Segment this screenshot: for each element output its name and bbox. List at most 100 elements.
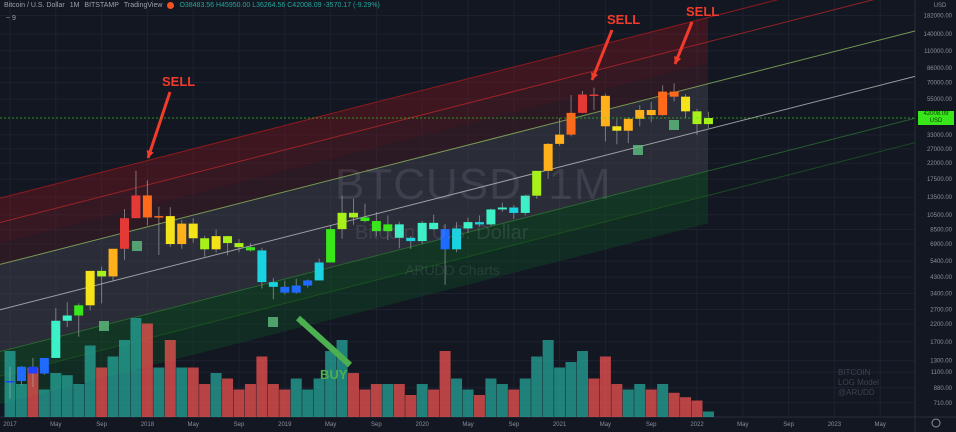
candle-body (669, 91, 679, 97)
time-tick-label: 2020 (416, 422, 430, 428)
arrow-head-icon (146, 150, 154, 158)
buy-marker-icon (633, 145, 643, 155)
volume-bar (187, 367, 199, 417)
last-price: 42008.09 (923, 111, 949, 117)
price-tick-label: 710.00 (934, 401, 953, 407)
regression-band (0, 17, 708, 223)
settings-gear-icon[interactable] (931, 418, 941, 428)
regression-line (0, 75, 916, 311)
volume-bar (279, 389, 291, 417)
volume-bar (668, 392, 680, 417)
price-tick-label: 2700.00 (930, 308, 952, 314)
branding-line: @ARUDD (838, 388, 875, 397)
volume-bar (691, 400, 703, 417)
volume-bar (531, 356, 543, 417)
volume-bar (405, 395, 417, 417)
volume-bar (336, 340, 348, 417)
volume-bar (73, 384, 85, 417)
volume-bar (416, 384, 428, 417)
last-price-tag: 42008.09 USD (918, 111, 954, 125)
price-tick-label: 1700.00 (930, 340, 952, 346)
price-tick-label: 22000.00 (927, 161, 953, 167)
candle-body (223, 236, 233, 244)
volume-bar (27, 367, 39, 417)
volume-bar (462, 389, 474, 417)
price-tick-label: 17500.00 (927, 177, 953, 183)
arrow-head-icon (674, 56, 682, 64)
candle-body (623, 118, 633, 131)
candle-body (326, 229, 336, 263)
price-tick-label: 6900.00 (930, 242, 952, 248)
candle-body (578, 94, 587, 113)
price-axis (915, 0, 956, 432)
buy-marker-icon (132, 241, 142, 251)
interval[interactable]: 1M (69, 2, 80, 9)
price-tick-label: 8500.00 (930, 228, 952, 234)
price-tick-label: 140000.00 (924, 32, 953, 38)
time-tick-label: May (325, 422, 336, 428)
price-unit: USD (929, 118, 943, 124)
candle-body (165, 216, 175, 245)
time-tick-label: May (188, 422, 199, 428)
time-tick-label: May (462, 422, 473, 428)
volume-bar (657, 384, 669, 417)
candle-body (543, 143, 553, 171)
branding-line: BITCOIN (838, 368, 871, 377)
candle-body (211, 236, 221, 250)
regression-band (0, 171, 708, 377)
volume-bar (50, 373, 62, 417)
volume-bar (496, 384, 508, 417)
volume-bar (267, 384, 279, 417)
candle-body (177, 223, 187, 245)
indicator-legend[interactable]: ~ 9 (6, 15, 16, 22)
price-tick-label: 5400.00 (930, 259, 952, 265)
volume-bar (519, 378, 531, 417)
candle-body (349, 212, 358, 218)
candle-body (188, 223, 198, 239)
candle-body (635, 110, 645, 119)
price-tick-label: 1300.00 (930, 359, 952, 365)
candle-body (16, 366, 26, 382)
volume-bar (15, 384, 27, 417)
candle-body (303, 280, 313, 286)
candle-body (245, 247, 255, 251)
arrow-head-icon (591, 72, 599, 80)
candle-body (681, 96, 691, 112)
candle-body (257, 250, 267, 283)
volume-bar (210, 373, 222, 417)
volume-bar (611, 384, 623, 417)
arrow-icon (673, 21, 694, 65)
volume-bar (565, 362, 577, 417)
arrow-head-icon (298, 318, 306, 326)
symbol-name[interactable]: Bitcoin / U.S. Dollar (4, 2, 65, 9)
candle-body (703, 117, 713, 125)
regression-band (0, 41, 708, 244)
chart-header: Bitcoin / U.S. Dollar 1M BITSTAMP Tradin… (4, 2, 380, 9)
arrow-icon (590, 29, 614, 81)
volume-bar (153, 367, 165, 417)
time-tick-label: Sep (508, 422, 519, 428)
source: TradingView (123, 2, 163, 9)
buy-marker-icon (669, 120, 679, 130)
time-tick-label: Sep (234, 422, 245, 428)
volume-bar (107, 356, 119, 417)
price-tick-label: 70000.00 (927, 80, 953, 86)
volume-bar (370, 384, 382, 417)
watermark-description: Bitcoin / U.S. Dollar (355, 222, 529, 244)
price-tick-label: 86000.00 (927, 66, 953, 72)
time-tick-label: Sep (371, 422, 382, 428)
volume-bar (485, 378, 497, 417)
watermark-author: ARUDD Charts (405, 262, 500, 278)
time-tick-label: May (875, 422, 886, 428)
candle-body (486, 209, 496, 225)
volume-bar (96, 367, 108, 417)
volume-bar (176, 367, 188, 417)
price-tick-label: 27000.00 (927, 147, 953, 153)
time-tick-label: May (737, 422, 748, 428)
regression-line (0, 0, 779, 199)
price-tick-label: 3400.00 (930, 291, 952, 297)
candle-body (394, 224, 404, 238)
candle-body (97, 270, 107, 277)
